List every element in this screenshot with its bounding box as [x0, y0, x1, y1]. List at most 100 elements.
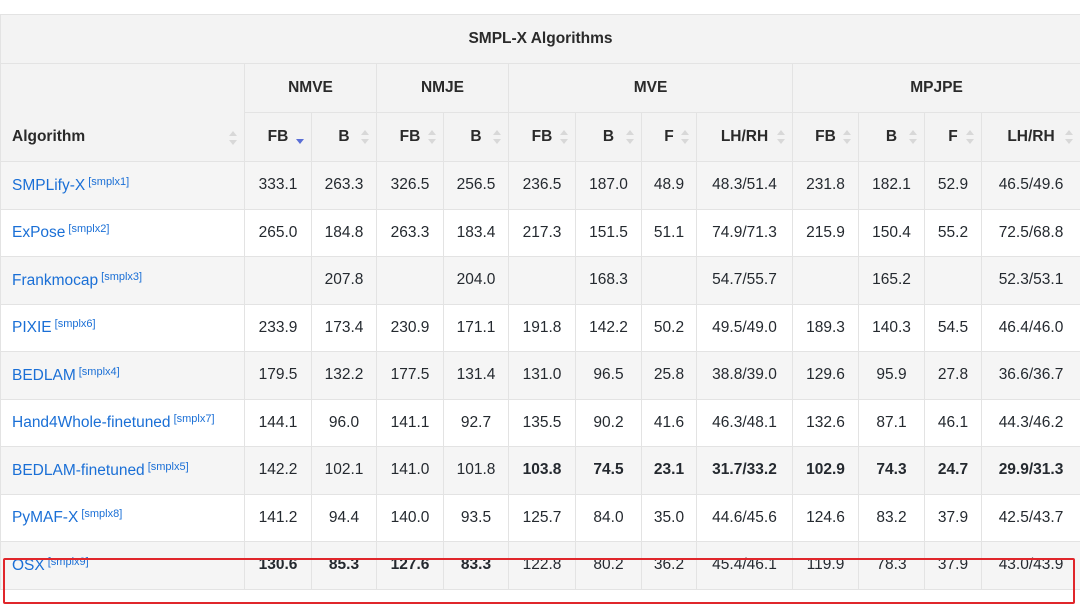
sort-icon[interactable] — [229, 131, 237, 145]
algorithm-link[interactable]: BEDLAM — [12, 367, 76, 384]
group-header-nmve: NMVE — [245, 64, 377, 113]
sort-icon[interactable] — [1065, 130, 1073, 144]
algorithm-link[interactable]: PyMAF-X — [12, 509, 78, 526]
column-header-label: B — [338, 128, 349, 145]
algorithm-link[interactable]: ExPose — [12, 224, 65, 241]
reference-link[interactable]: [smplx1] — [88, 176, 129, 188]
column-header-mpjpe-fb[interactable]: FB — [793, 113, 859, 162]
value-cell: 43.0/43.9 — [982, 542, 1080, 590]
sort-icon[interactable] — [843, 130, 851, 144]
column-header-mve-fb[interactable]: FB — [509, 113, 576, 162]
column-header-mpjpe-f[interactable]: F — [925, 113, 982, 162]
reference-link[interactable]: [smplx4] — [79, 366, 120, 378]
algorithm-link[interactable]: SMPLify-X — [12, 177, 85, 194]
column-header-mpjpe-lh-rh[interactable]: LH/RH — [982, 113, 1080, 162]
value-cell: 204.0 — [444, 257, 509, 305]
value-cell: 127.6 — [377, 542, 444, 590]
value-cell — [245, 257, 312, 305]
sort-icon[interactable] — [681, 130, 689, 144]
value-cell: 23.1 — [642, 447, 697, 495]
algorithm-link[interactable]: BEDLAM-finetuned — [12, 462, 145, 479]
value-cell: 135.5 — [509, 399, 576, 447]
sort-icon[interactable] — [909, 130, 917, 144]
column-header-label: FB — [268, 128, 289, 145]
value-cell: 48.3/51.4 — [697, 162, 793, 210]
value-cell: 231.8 — [793, 162, 859, 210]
value-cell: 36.6/36.7 — [982, 352, 1080, 400]
value-cell: 90.2 — [576, 399, 642, 447]
sort-icon[interactable] — [626, 130, 634, 144]
column-header-nmve-fb[interactable]: FB — [245, 113, 312, 162]
value-cell: 125.7 — [509, 494, 576, 542]
value-cell: 92.7 — [444, 399, 509, 447]
value-cell: 132.6 — [793, 399, 859, 447]
table-title: SMPL-X Algorithms — [1, 15, 1080, 64]
reference-link[interactable]: [smplx8] — [81, 508, 122, 520]
column-header-mpjpe-b[interactable]: B — [859, 113, 925, 162]
value-cell: 168.3 — [576, 257, 642, 305]
sort-icon[interactable] — [560, 130, 568, 144]
sort-icon[interactable] — [777, 130, 785, 144]
column-header-mve-lh-rh[interactable]: LH/RH — [697, 113, 793, 162]
value-cell: 184.8 — [312, 209, 377, 257]
column-header-mve-f[interactable]: F — [642, 113, 697, 162]
value-cell: 189.3 — [793, 304, 859, 352]
algorithm-link[interactable]: PIXIE — [12, 319, 52, 336]
sort-icon[interactable] — [493, 130, 501, 144]
value-cell: 52.9 — [925, 162, 982, 210]
algorithm-link[interactable]: OSX — [12, 557, 45, 574]
sort-icon[interactable] — [361, 130, 369, 144]
value-cell: 217.3 — [509, 209, 576, 257]
value-cell: 171.1 — [444, 304, 509, 352]
algorithm-cell: Hand4Whole-finetuned[smplx7] — [1, 399, 245, 447]
column-header-label: LH/RH — [721, 128, 768, 145]
value-cell: 37.9 — [925, 542, 982, 590]
value-cell: 84.0 — [576, 494, 642, 542]
column-header-nmje-b[interactable]: B — [444, 113, 509, 162]
value-cell: 173.4 — [312, 304, 377, 352]
algorithm-cell: BEDLAM[smplx4] — [1, 352, 245, 400]
reference-link[interactable]: [smplx6] — [55, 318, 96, 330]
value-cell: 230.9 — [377, 304, 444, 352]
reference-link[interactable]: [smplx7] — [174, 413, 215, 425]
column-header-mve-b[interactable]: B — [576, 113, 642, 162]
value-cell: 333.1 — [245, 162, 312, 210]
value-cell: 141.1 — [377, 399, 444, 447]
reference-link[interactable]: [smplx5] — [148, 461, 189, 473]
value-cell: 101.8 — [444, 447, 509, 495]
value-cell: 265.0 — [245, 209, 312, 257]
value-cell: 215.9 — [793, 209, 859, 257]
value-cell — [793, 257, 859, 305]
value-cell: 103.8 — [509, 447, 576, 495]
value-cell: 95.9 — [859, 352, 925, 400]
reference-link[interactable]: [smplx9] — [48, 556, 89, 568]
value-cell: 48.9 — [642, 162, 697, 210]
algorithm-link[interactable]: Frankmocap — [12, 272, 98, 289]
algorithm-link[interactable]: Hand4Whole-finetuned — [12, 414, 171, 431]
reference-link[interactable]: [smplx2] — [68, 223, 109, 235]
algorithm-column-header[interactable]: Algorithm — [1, 64, 245, 162]
column-header-label: B — [603, 128, 614, 145]
algorithm-cell: OSX[smplx9] — [1, 542, 245, 590]
value-cell: 142.2 — [245, 447, 312, 495]
value-cell: 24.7 — [925, 447, 982, 495]
column-header-nmje-fb[interactable]: FB — [377, 113, 444, 162]
value-cell: 36.2 — [642, 542, 697, 590]
value-cell: 191.8 — [509, 304, 576, 352]
value-cell: 182.1 — [859, 162, 925, 210]
value-cell: 54.7/55.7 — [697, 257, 793, 305]
value-cell: 179.5 — [245, 352, 312, 400]
value-cell — [925, 257, 982, 305]
sort-icon[interactable] — [966, 130, 974, 144]
column-header-nmve-b[interactable]: B — [312, 113, 377, 162]
reference-link[interactable]: [smplx3] — [101, 271, 142, 283]
value-cell: 44.3/46.2 — [982, 399, 1080, 447]
sort-descending-icon[interactable] — [296, 130, 304, 144]
value-cell: 263.3 — [377, 209, 444, 257]
value-cell: 141.0 — [377, 447, 444, 495]
sort-icon[interactable] — [428, 130, 436, 144]
value-cell: 83.2 — [859, 494, 925, 542]
